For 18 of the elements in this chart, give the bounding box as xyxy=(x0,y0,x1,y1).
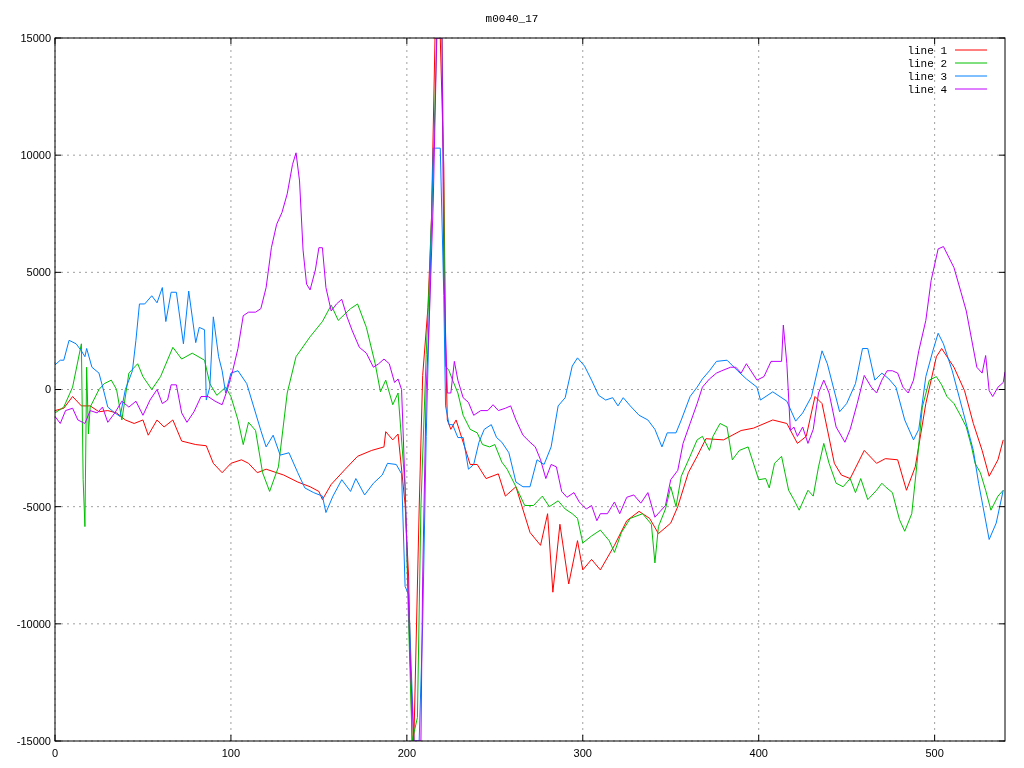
y-tick-label: 10000 xyxy=(20,149,51,162)
legend-label: line 3 xyxy=(907,70,947,83)
x-tick-label: 200 xyxy=(397,747,417,759)
x-tick-label: 500 xyxy=(925,747,944,759)
y-tick-label: 15000 xyxy=(20,31,51,44)
y-tick-label: 0 xyxy=(44,383,51,396)
legend-label: line 1 xyxy=(907,44,948,57)
legend-label: line 2 xyxy=(907,57,947,70)
x-tick-label: 400 xyxy=(749,747,768,759)
x-tick-label: 100 xyxy=(221,747,241,759)
y-tick-label: -15000 xyxy=(16,734,51,747)
y-tick-label: 5000 xyxy=(26,266,51,279)
x-tick-label: 300 xyxy=(573,747,592,759)
chart-title: m0040_17 xyxy=(485,13,539,25)
x-tick-label: 0 xyxy=(51,747,59,759)
y-tick-label: -5000 xyxy=(22,500,51,513)
y-tick-label: -10000 xyxy=(16,617,51,630)
legend-label: line 4 xyxy=(907,83,948,96)
